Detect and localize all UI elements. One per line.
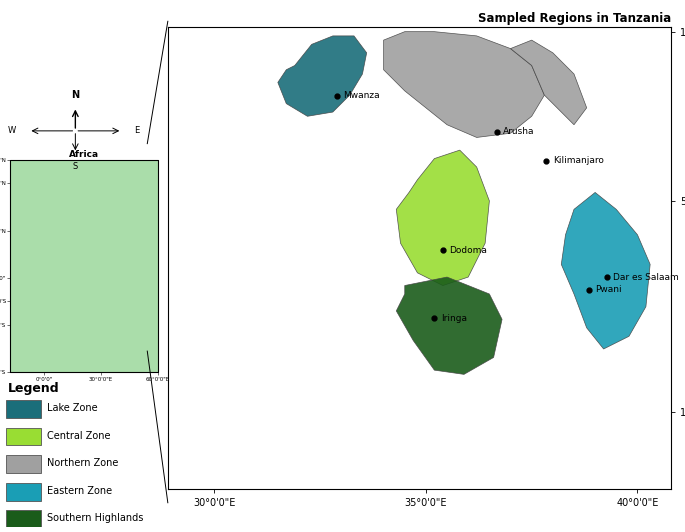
- Bar: [6, 483, 41, 501]
- Bar: [6, 455, 41, 473]
- Text: N: N: [71, 90, 79, 100]
- Polygon shape: [384, 32, 545, 137]
- Text: S: S: [73, 162, 78, 171]
- Text: Southern Highlands: Southern Highlands: [47, 513, 144, 523]
- Text: Kilimanjaro: Kilimanjaro: [553, 156, 603, 165]
- Polygon shape: [510, 40, 586, 124]
- Text: E: E: [134, 127, 140, 135]
- Text: Arusha: Arusha: [503, 128, 535, 136]
- Text: Central Zone: Central Zone: [47, 431, 111, 441]
- Polygon shape: [278, 36, 366, 117]
- Text: Lake Zone: Lake Zone: [47, 403, 98, 413]
- Bar: [6, 428, 41, 445]
- Polygon shape: [397, 277, 502, 375]
- Bar: [6, 510, 41, 528]
- Polygon shape: [561, 193, 650, 349]
- Text: Dar es Salaam: Dar es Salaam: [613, 272, 679, 281]
- Text: Sampled Regions in Tanzania: Sampled Regions in Tanzania: [478, 12, 671, 25]
- Text: Northern Zone: Northern Zone: [47, 459, 119, 468]
- Title: Africa: Africa: [69, 150, 99, 159]
- Text: W: W: [8, 127, 16, 135]
- Text: Mwanza: Mwanza: [343, 92, 380, 101]
- Text: Pwani: Pwani: [595, 285, 622, 294]
- Text: Iringa: Iringa: [440, 313, 466, 322]
- Bar: [6, 400, 41, 418]
- Polygon shape: [397, 150, 489, 286]
- Text: Eastern Zone: Eastern Zone: [47, 486, 112, 496]
- Text: Legend: Legend: [8, 382, 60, 395]
- Text: Dodoma: Dodoma: [449, 246, 487, 255]
